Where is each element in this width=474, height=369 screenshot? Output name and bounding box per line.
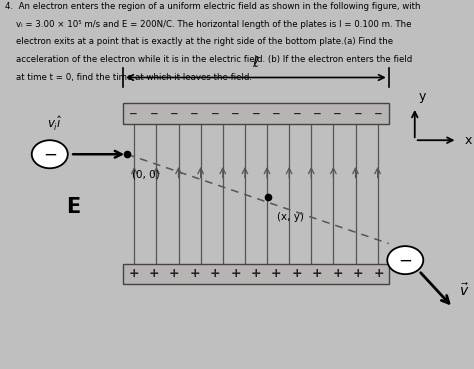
Text: (0, 0): (0, 0): [132, 169, 159, 179]
Text: −: −: [231, 108, 240, 118]
Text: +: +: [312, 268, 322, 280]
Text: −: −: [313, 108, 321, 118]
Text: −: −: [374, 108, 383, 118]
Text: −: −: [272, 108, 281, 118]
Text: at time t = 0, find the time at which it leaves the field.: at time t = 0, find the time at which it…: [5, 73, 252, 82]
Text: electron exits at a point that is exactly at the right side of the bottom plate.: electron exits at a point that is exactl…: [5, 37, 393, 46]
Text: −: −: [149, 108, 158, 118]
Text: +: +: [148, 268, 159, 280]
Text: −: −: [354, 108, 363, 118]
Text: (x, y): (x, y): [277, 212, 304, 222]
Circle shape: [387, 246, 423, 274]
Text: −: −: [398, 251, 412, 269]
Text: +: +: [251, 268, 261, 280]
Text: +: +: [128, 268, 139, 280]
Text: +: +: [169, 268, 180, 280]
Bar: [123, 264, 389, 284]
Text: +: +: [353, 268, 364, 280]
Text: −: −: [292, 108, 301, 118]
Text: +: +: [190, 268, 200, 280]
Text: +: +: [292, 268, 302, 280]
Text: −: −: [129, 108, 138, 118]
Text: +: +: [210, 268, 220, 280]
Circle shape: [32, 140, 68, 168]
Text: $v_i\hat{\imath}$: $v_i\hat{\imath}$: [47, 115, 62, 133]
Text: +: +: [373, 268, 384, 280]
Bar: [123, 103, 389, 124]
Text: $\mathbf{E}$: $\mathbf{E}$: [66, 197, 81, 217]
Text: −: −: [211, 108, 219, 118]
Text: −: −: [252, 108, 260, 118]
Text: acceleration of the electron while it is in the electric field. (b) If the elect: acceleration of the electron while it is…: [5, 55, 412, 64]
Text: −: −: [191, 108, 199, 118]
Text: $\ell$: $\ell$: [252, 55, 260, 70]
Text: $\vec{v}$: $\vec{v}$: [459, 283, 469, 299]
Text: 4.  An electron enters the region of a uniform electric field as shown in the fo: 4. An electron enters the region of a un…: [5, 2, 420, 11]
Text: +: +: [271, 268, 282, 280]
Text: −: −: [170, 108, 179, 118]
Text: x: x: [465, 134, 472, 147]
Text: −: −: [43, 145, 57, 163]
Text: vᵢ = 3.00 × 10⁵ m/s and E = 200N/C. The horizontal length of the plates is l = 0: vᵢ = 3.00 × 10⁵ m/s and E = 200N/C. The …: [5, 20, 411, 28]
Text: +: +: [332, 268, 343, 280]
Text: y: y: [418, 90, 426, 103]
Text: +: +: [230, 268, 241, 280]
Text: −: −: [333, 108, 342, 118]
